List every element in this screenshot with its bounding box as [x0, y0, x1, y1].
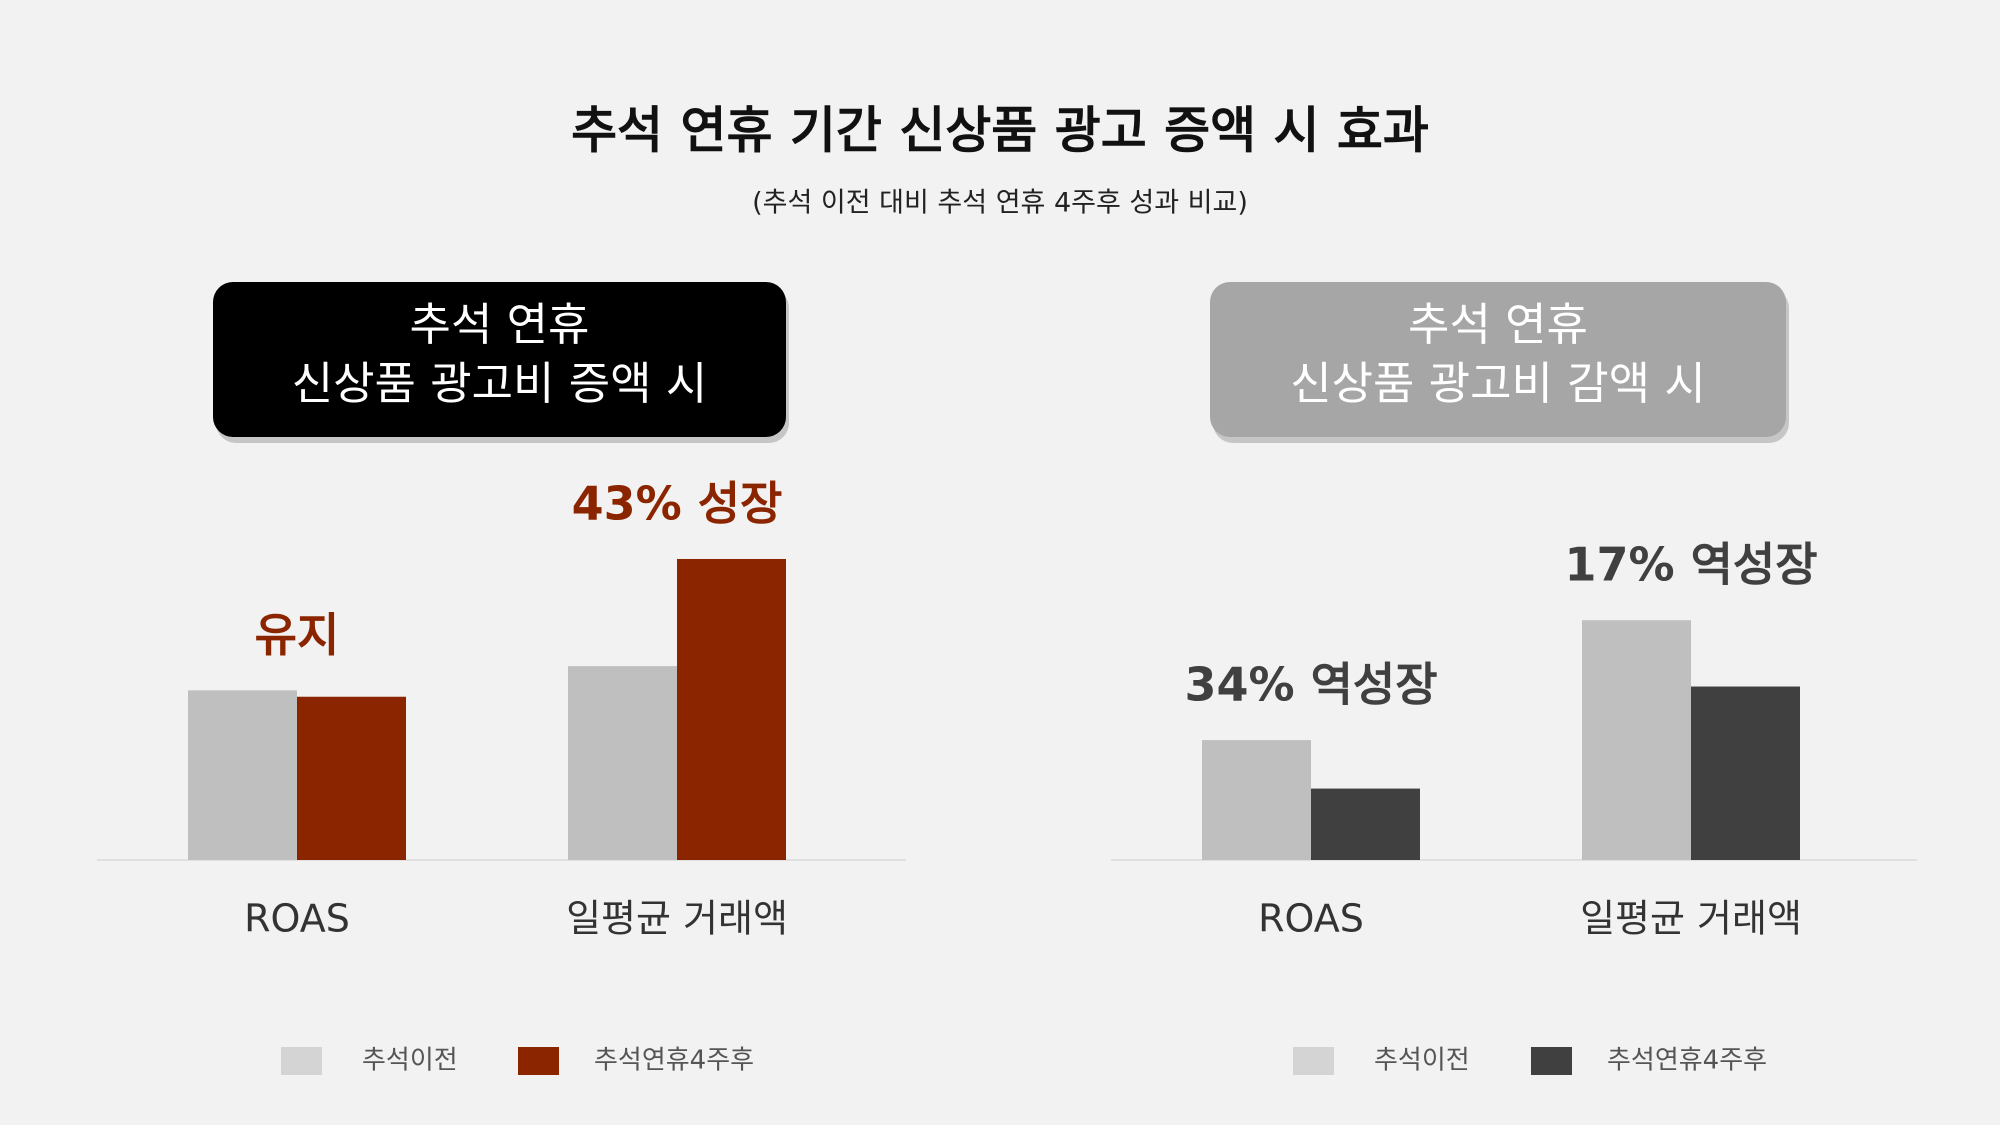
- title-box-text: 추석 연휴: [410, 298, 590, 351]
- x-tick-label: 일평균 거래액: [1580, 897, 1802, 941]
- annotation: 43% 성장: [572, 476, 783, 530]
- page-subtitle: (추석 이전 대비 추석 연휴 4주후 성과 비교): [752, 188, 1248, 219]
- legend-swatch: [1293, 1047, 1334, 1075]
- legend-label: 추석연휴4주후: [594, 1046, 754, 1076]
- legend-label: 추석이전: [362, 1046, 458, 1076]
- bar: [188, 690, 297, 860]
- annotation: 17% 역성장: [1564, 538, 1817, 592]
- bar: [1202, 740, 1311, 860]
- title-box: [213, 282, 786, 437]
- legend-swatch: [518, 1047, 559, 1075]
- title-box-text: 신상품 광고비 증액 시: [292, 357, 708, 410]
- bar: [297, 696, 406, 860]
- legend-swatch: [1531, 1047, 1572, 1075]
- title-box: [1210, 282, 1786, 437]
- annotation: 유지: [255, 608, 340, 662]
- x-tick-label: ROAS: [244, 897, 350, 941]
- legend-label: 추석이전: [1374, 1046, 1470, 1076]
- legend-swatch: [281, 1047, 322, 1075]
- x-tick-label: 일평균 거래액: [566, 897, 788, 941]
- title-box-text: 추석 연휴: [1408, 298, 1588, 351]
- annotation: 34% 역성장: [1184, 658, 1437, 712]
- bar: [568, 666, 677, 860]
- bar: [677, 558, 786, 860]
- legend-label: 추석연휴4주후: [1607, 1046, 1767, 1076]
- title-box-text: 신상품 광고비 감액 시: [1290, 357, 1706, 410]
- bar: [1311, 788, 1420, 860]
- bar: [1691, 686, 1800, 860]
- page-title: 추석 연휴 기간 신상품 광고 증액 시 효과: [571, 102, 1429, 160]
- bar: [1582, 620, 1691, 860]
- x-tick-label: ROAS: [1258, 897, 1364, 941]
